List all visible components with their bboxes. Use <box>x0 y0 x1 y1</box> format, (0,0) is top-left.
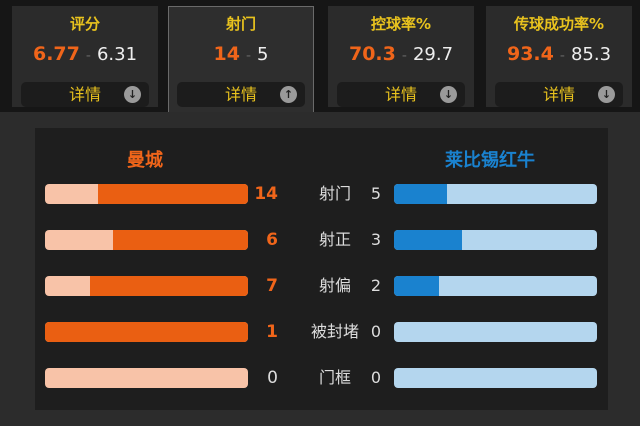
away-value: 6.31 <box>96 44 138 65</box>
stat-label: 被封堵 <box>310 322 359 341</box>
arrow-up-icon: ↑ <box>280 86 297 103</box>
details-label: 详情 <box>384 85 417 104</box>
away-bar <box>394 368 597 388</box>
arrow-down-icon: ↓ <box>440 86 457 103</box>
away-bar <box>394 276 597 296</box>
details-label: 详情 <box>542 85 575 104</box>
card-title: 评分 <box>69 15 100 33</box>
away-stat-value: 3 <box>370 230 382 249</box>
home-bar <box>45 230 248 250</box>
home-value: 70.3 <box>348 43 396 65</box>
home-bar-fill <box>98 184 248 204</box>
card-title: 射门 <box>225 15 256 33</box>
stat-row: 7 射偏 2 <box>35 274 608 298</box>
summary-card[interactable]: 评分 6.77-6.31 详情 ↓ <box>12 6 158 107</box>
stat-row: 0 门框 0 <box>35 366 608 390</box>
away-bar-fill <box>394 230 462 250</box>
separator: - <box>85 48 91 64</box>
home-stat-value: 1 <box>266 322 278 342</box>
away-bar <box>394 322 597 342</box>
stat-label: 射偏 <box>318 276 351 295</box>
home-bar-fill <box>45 322 248 342</box>
details-button[interactable]: 详情 ↓ <box>495 82 623 107</box>
home-bar <box>45 368 248 388</box>
away-value: 5 <box>257 44 269 65</box>
away-bar-fill <box>394 276 440 296</box>
away-stat-value: 0 <box>370 322 382 341</box>
home-team-name: 曼城 <box>127 150 163 171</box>
card-title: 传球成功率% <box>513 15 605 33</box>
stat-label: 门框 <box>318 368 351 387</box>
home-stat-value: 7 <box>266 276 278 296</box>
arrow-down-icon: ↓ <box>124 86 141 103</box>
card-values: 93.4-85.3 <box>487 43 631 65</box>
home-bar <box>45 322 248 342</box>
home-bar-fill <box>90 276 248 296</box>
details-label: 详情 <box>224 85 257 104</box>
home-stat-value: 6 <box>266 230 278 250</box>
home-value: 93.4 <box>506 43 554 65</box>
details-button[interactable]: 详情 ↓ <box>21 82 149 107</box>
details-button[interactable]: 详情 ↓ <box>337 82 465 107</box>
away-stat-value: 2 <box>370 276 382 295</box>
stats-comparison: 曼城 莱比锡红牛 14 射门 5 6 射正 3 7 射偏 2 1 被封堵 0 0… <box>35 128 608 410</box>
away-value: 85.3 <box>570 44 612 65</box>
summary-card[interactable]: 射门 14-5 详情 ↑ <box>168 6 314 116</box>
stat-row: 1 被封堵 0 <box>35 320 608 344</box>
away-bar <box>394 230 597 250</box>
details-button[interactable]: 详情 ↑ <box>177 82 305 107</box>
separator: - <box>559 48 565 64</box>
stats-panel: 曼城 莱比锡红牛 14 射门 5 6 射正 3 7 射偏 2 1 被封堵 0 0… <box>0 112 640 426</box>
home-bar-fill <box>112 230 248 250</box>
home-bar <box>45 276 248 296</box>
card-values: 14-5 <box>169 43 313 65</box>
arrow-down-icon: ↓ <box>598 86 615 103</box>
card-values: 70.3-29.7 <box>329 43 473 65</box>
card-values: 6.77-6.31 <box>13 43 157 65</box>
away-stat-value: 5 <box>370 184 382 203</box>
card-title: 控球率% <box>370 15 432 33</box>
stat-row: 6 射正 3 <box>35 228 608 252</box>
details-label: 详情 <box>68 85 101 104</box>
away-stat-value: 0 <box>370 368 382 387</box>
home-stat-value: 0 <box>267 368 278 388</box>
away-bar-fill <box>394 184 448 204</box>
summary-card[interactable]: 传球成功率% 93.4-85.3 详情 ↓ <box>486 6 632 107</box>
separator: - <box>401 48 407 64</box>
stat-label: 射正 <box>318 230 351 249</box>
stat-row: 14 射门 5 <box>35 182 608 206</box>
home-bar <box>45 184 248 204</box>
away-team-name: 莱比锡红牛 <box>445 150 535 171</box>
stat-label: 射门 <box>318 184 351 203</box>
home-value: 6.77 <box>32 43 80 65</box>
away-bar <box>394 184 597 204</box>
home-stat-value: 14 <box>254 184 278 204</box>
separator: - <box>245 48 252 64</box>
home-value: 14 <box>213 43 240 65</box>
summary-card[interactable]: 控球率% 70.3-29.7 详情 ↓ <box>328 6 474 107</box>
away-value: 29.7 <box>412 44 454 65</box>
